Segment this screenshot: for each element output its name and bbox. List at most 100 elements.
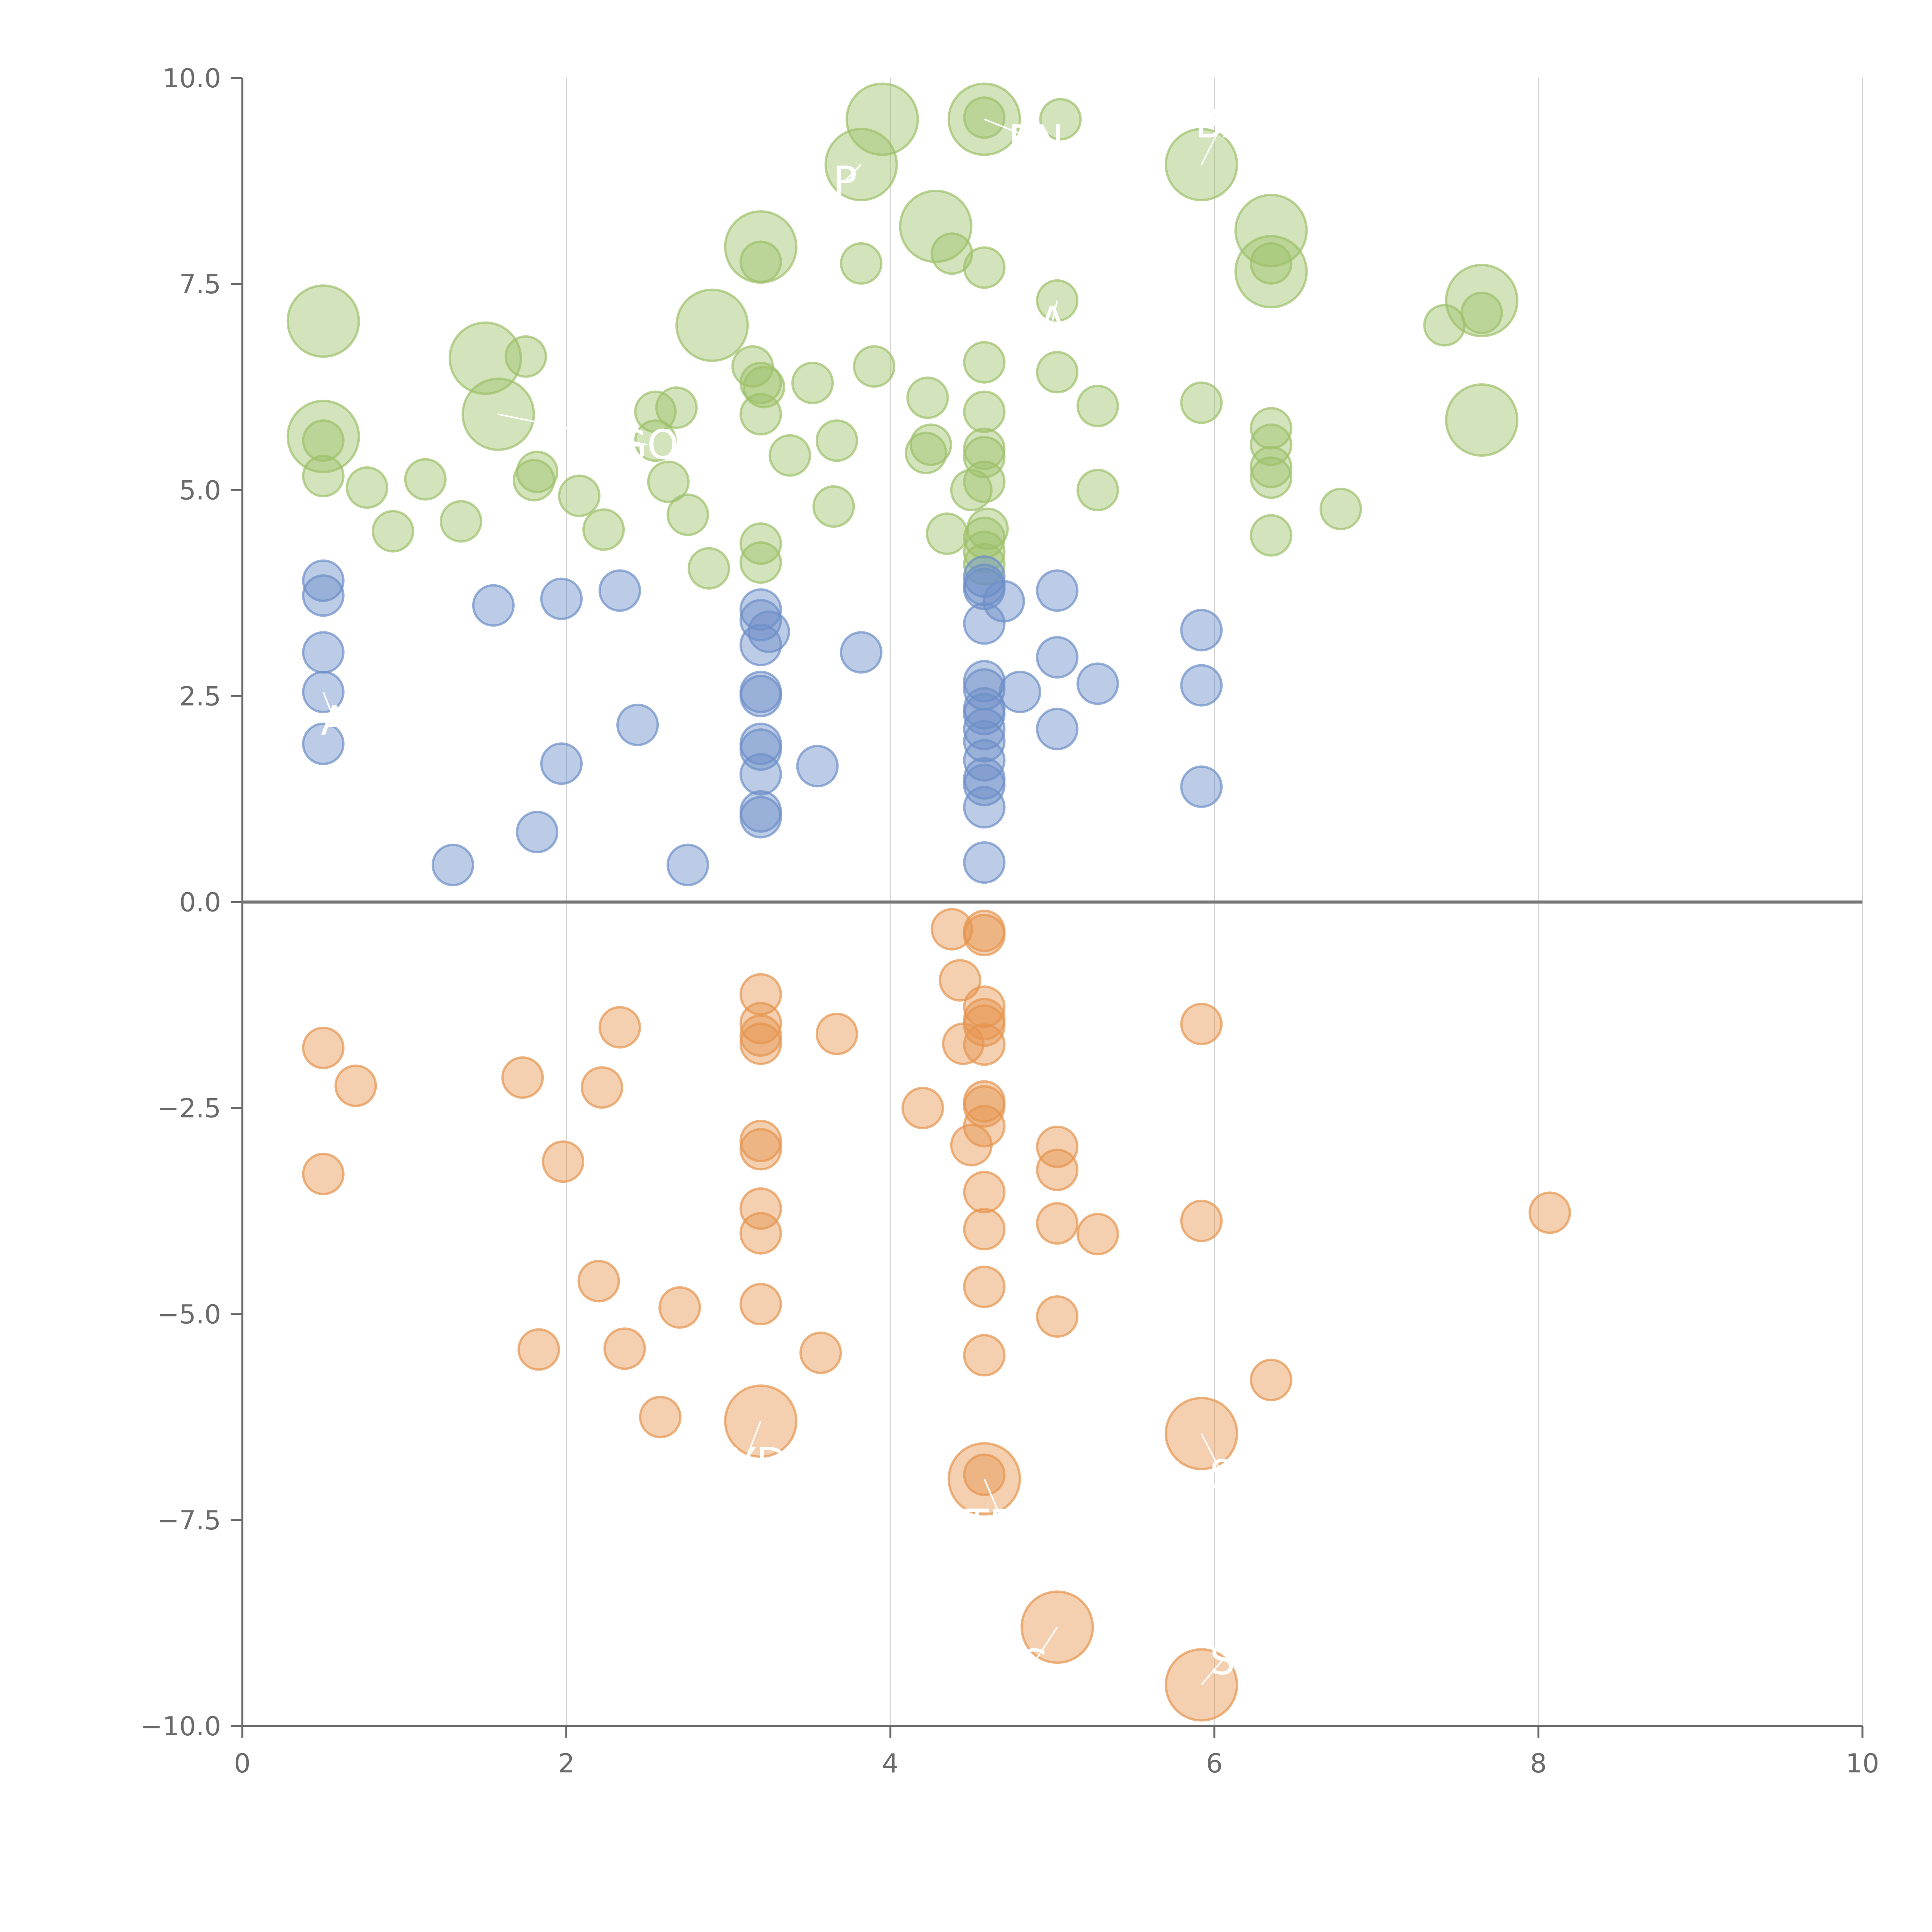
- label-leader-line: [983, 1478, 1005, 1525]
- bubble-point: [845, 82, 919, 156]
- y-tick-label: −2.5: [157, 1094, 221, 1124]
- bubble-point: [1234, 194, 1308, 267]
- x-tick-label: 6: [1206, 1748, 1223, 1779]
- bubble-point: [963, 1208, 1006, 1251]
- bubble-point: [950, 469, 993, 512]
- bubble-point: [739, 1283, 782, 1326]
- bubble-point: [963, 1453, 1006, 1496]
- bubble-point: [517, 1328, 560, 1371]
- bubble-point: [739, 541, 782, 584]
- bubble-point: [516, 811, 559, 854]
- bubble-point: [404, 458, 447, 501]
- bubble-point: [582, 508, 625, 551]
- label-leader-line: [1201, 1433, 1223, 1475]
- bubble-point: [687, 547, 730, 590]
- y-tick-label: −7.5: [157, 1505, 221, 1536]
- bubble-point: [939, 959, 981, 1002]
- label-leader-line: [1051, 300, 1058, 321]
- axes: −10.0 −7.5 −5.0 −2.5 0.0 2.5 5.0 7.5 10.0 0 2 4 6 8 10: [141, 63, 1879, 1779]
- y-tick-label: 7.5: [179, 269, 221, 300]
- bubble-point: [963, 841, 1006, 884]
- bubble-point: [1319, 488, 1362, 531]
- bubble-point: [796, 745, 839, 787]
- bubble-point: [302, 574, 345, 617]
- bubble-point: [840, 631, 883, 674]
- bubble-point: [1039, 98, 1082, 141]
- bubble-point: [963, 1171, 1006, 1214]
- label-leader-line: [984, 118, 1037, 141]
- bubble-point: [598, 569, 641, 612]
- bubble-point: [1036, 569, 1079, 612]
- y-tick-label: 2.5: [179, 681, 221, 712]
- bubble-point: [963, 739, 1006, 782]
- bubble-label: GO: [616, 421, 679, 468]
- bubble-point: [1180, 664, 1223, 707]
- bubble-point: [580, 1066, 623, 1109]
- bubble-point: [302, 1026, 345, 1069]
- bubble-label: TRA: [964, 1501, 1043, 1548]
- bubble-point: [1180, 765, 1223, 808]
- bubble-point: [1036, 1295, 1079, 1338]
- bubble-point: [1076, 1213, 1119, 1255]
- bubble-point: [963, 786, 1006, 829]
- bubble-point: [504, 335, 547, 378]
- bubble-point: [739, 1128, 782, 1171]
- bubble-point: [1528, 1191, 1571, 1234]
- bubble-point: [739, 1187, 782, 1230]
- bubble-point: [1076, 384, 1119, 427]
- bubble-point: [739, 728, 782, 771]
- bubble-point: [1180, 381, 1223, 424]
- bubble-point: [963, 341, 1006, 384]
- bubble-point: [812, 485, 855, 528]
- bubble-point: [905, 432, 947, 474]
- bubble-point: [1036, 351, 1079, 394]
- bubble-point: [334, 1065, 377, 1107]
- bubble-point: [302, 1153, 345, 1196]
- bubble-point: [634, 419, 677, 462]
- y-tick-label: −5.0: [157, 1299, 221, 1330]
- bubble-point: [639, 1396, 682, 1439]
- y-tick-label: −10.0: [141, 1711, 221, 1742]
- bubble-point: [930, 232, 973, 275]
- bubble-point: [1250, 242, 1293, 285]
- bubble-point: [501, 1056, 544, 1099]
- bubble-point: [739, 599, 782, 642]
- bubble-point: [901, 1087, 944, 1129]
- bubble-point: [540, 742, 583, 785]
- bubble-point: [743, 366, 786, 408]
- bubble-point: [840, 242, 883, 285]
- bubble-point: [1036, 1148, 1079, 1191]
- bubble-point: [655, 386, 698, 429]
- x-tick-label: 8: [1530, 1748, 1547, 1779]
- bubble-point: [1460, 291, 1503, 334]
- y-tick-label: 5.0: [179, 475, 221, 506]
- bubble-point: [448, 321, 522, 395]
- bubble-point: [667, 844, 709, 886]
- label-leader-line: [1201, 1660, 1223, 1685]
- bubble-point: [286, 400, 360, 473]
- bubble-point: [440, 500, 483, 543]
- bubble-point: [1250, 407, 1293, 450]
- bubble-label: A: [1039, 298, 1066, 345]
- bubble-point: [930, 908, 973, 951]
- bubble-point: [963, 246, 1006, 289]
- bubble-point: [791, 362, 834, 405]
- bubble-point: [963, 390, 1006, 433]
- bubble-point: [1180, 1003, 1223, 1046]
- bubble-point: [963, 602, 1006, 645]
- bubble-point: [963, 1334, 1006, 1377]
- bubble-point: [302, 454, 345, 497]
- bubble-point: [345, 466, 388, 509]
- x-tick-label: 2: [558, 1748, 575, 1779]
- bubble-point: [963, 913, 1006, 956]
- bubble-point: [472, 584, 515, 627]
- bubble-label: S: [1210, 1451, 1235, 1498]
- bubble-label: OYD: [702, 1439, 787, 1486]
- bubble-point: [963, 96, 1006, 139]
- bubble-label: EN: [1009, 116, 1064, 163]
- bubble-point: [1423, 304, 1466, 347]
- bubble-point: [769, 434, 811, 477]
- bubble-point: [1036, 1202, 1079, 1245]
- bubble-point: [302, 559, 345, 602]
- bubble-label: S: [1210, 1636, 1235, 1684]
